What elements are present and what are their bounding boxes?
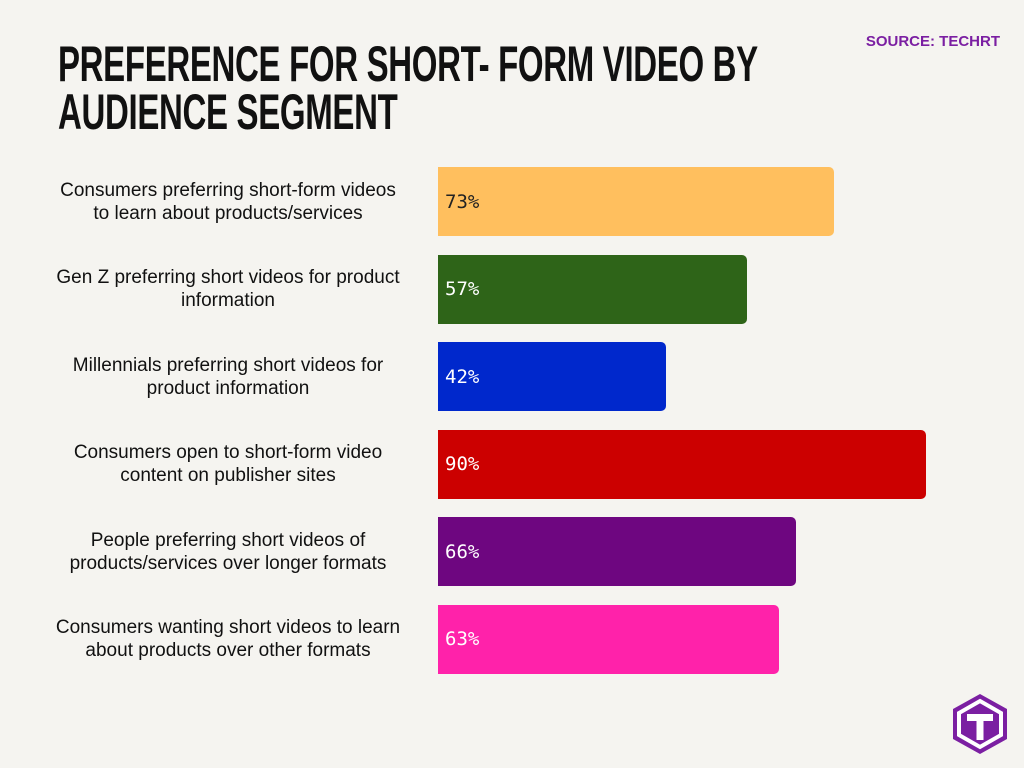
value-label: 66% (445, 540, 480, 563)
bar (438, 167, 834, 236)
bar (438, 342, 666, 411)
value-label: 42% (445, 365, 480, 388)
category-label: Gen Z preferring short videos for produc… (56, 267, 400, 311)
category-label: Millennials preferring short videos for … (72, 354, 384, 399)
source-note: SOURCE: TECHRT (865, 33, 1000, 50)
category-label: Consumers open to short-form video conte… (73, 442, 383, 486)
value-label: 90% (445, 453, 480, 475)
value-label: 57% (445, 278, 480, 300)
category-label: Consumers wanting short videos to learn … (55, 617, 401, 661)
category-label: Consumers preferring short-form videos t… (60, 179, 396, 224)
value-label: 73% (445, 190, 480, 213)
category-label: People preferring short videos of produc… (69, 529, 387, 574)
value-label: 63% (445, 628, 480, 650)
bar (438, 517, 796, 586)
bar (438, 604, 780, 674)
chart-title: PREFERENCE FOR SHORT- FORM VIDEO BY AUDI… (58, 36, 758, 140)
bar (438, 254, 747, 324)
bar (438, 429, 926, 499)
logo (953, 694, 1007, 754)
